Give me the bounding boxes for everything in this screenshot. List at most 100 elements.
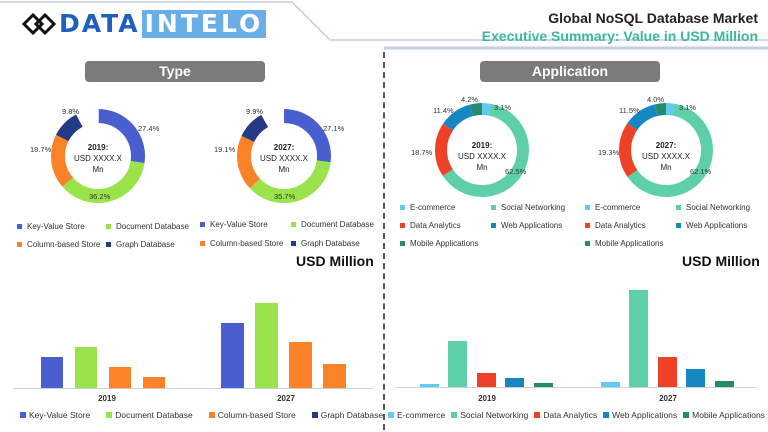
type-section-pill: Type: [85, 61, 265, 82]
legend-swatch: [585, 241, 590, 246]
app-2019-label-analytics: 18.7%: [411, 148, 433, 157]
center-year: 2027:: [655, 141, 677, 150]
legend-label: Column-based Store: [27, 240, 101, 249]
type-2019-label-doc: 36.2%: [89, 192, 111, 201]
center-value: USD XXXX.X: [73, 154, 122, 163]
legend-swatch: [106, 412, 113, 418]
app-2019-center: 2019: USD XXXX.X Mn: [452, 140, 512, 173]
legend-item: Column-based Store: [17, 240, 100, 249]
page-title: Global NoSQL Database Market: [548, 10, 758, 26]
legend-item: Document Database: [106, 410, 193, 420]
legend-item: Document Database: [291, 220, 374, 229]
legend-swatch: [291, 241, 296, 246]
bar-analytics-2027: [658, 357, 677, 387]
center-value: USD XXXX.X: [259, 154, 308, 163]
legend-item: Column-based Store: [208, 410, 296, 420]
legend-item: Mobile Applications: [585, 239, 663, 248]
header-decoration: [0, 1, 768, 50]
legend-swatch: [585, 223, 590, 228]
bar-doc-2019: [75, 347, 97, 388]
header: DATA INTELO Global NoSQL Database Market…: [0, 0, 768, 50]
legend-swatch: [20, 412, 26, 418]
type-2019-center: 2019: USD XXXX.X Mn: [68, 142, 128, 175]
type-donut-2019: [51, 109, 145, 203]
type-2019-label-graph: 9.8%: [62, 107, 80, 116]
type-x-axis: [13, 388, 373, 389]
bar-ecom-2027: [601, 382, 620, 387]
type-usd-million-label: USD Million: [296, 253, 374, 269]
legend-swatch: [291, 222, 296, 227]
type-x-label-2019: 2019: [98, 394, 116, 403]
legend-swatch: [451, 412, 458, 418]
legend-item: Web Applications: [491, 221, 562, 230]
legend-label: Graph Database: [301, 239, 360, 248]
bar-web-2019: [505, 378, 524, 387]
legend-label: Key-Value Store: [27, 222, 85, 231]
application-donut-2019: [435, 103, 529, 197]
app-2027-label-mobile: 4.0%: [647, 95, 665, 104]
legend-item: E-commerce: [400, 203, 455, 212]
application-bar-chart: [396, 280, 756, 387]
app-2019-label-mobile: 4.2%: [461, 95, 479, 104]
bar-col-2019: [109, 367, 131, 388]
legend-label: Column-based Store: [210, 239, 284, 248]
legend-swatch: [208, 412, 215, 418]
center-unit: Mn: [660, 163, 672, 172]
legend-label: Web Applications: [686, 221, 748, 230]
bar-ecom-2019: [420, 384, 439, 387]
center-unit: Mn: [476, 163, 488, 172]
legend-label: Document Database: [115, 410, 193, 420]
logo: DATA INTELO: [22, 10, 267, 38]
legend-swatch: [400, 241, 405, 246]
bar-social-2019: [448, 341, 467, 387]
application-donut-2027: [619, 103, 713, 197]
bar-web-2027: [686, 369, 705, 387]
application-x-label-2027: 2027: [659, 394, 677, 403]
legend-swatch: [311, 412, 318, 418]
application-section-pill: Application: [480, 61, 660, 82]
bar-col-2027: [289, 342, 312, 388]
logo-text-intelo: INTELO: [141, 10, 267, 38]
type-2027-label-doc: 35.7%: [274, 192, 296, 201]
bar-graph-2027: [323, 364, 346, 388]
legend-label: Mobile Applications: [692, 410, 765, 420]
legend-label: Key-Value Store: [29, 410, 91, 420]
application-x-label-2019: 2019: [478, 394, 496, 403]
legend-swatch: [603, 412, 610, 418]
legend-item: Document Database: [106, 222, 189, 231]
type-2027-label-col: 19.1%: [214, 145, 236, 154]
legend-item: Data Analytics: [585, 221, 646, 230]
bar-mobile-2019: [534, 383, 553, 387]
bar-social-2027: [629, 290, 648, 387]
legend-label: Social Networking: [501, 203, 566, 212]
legend-label: Document Database: [301, 220, 374, 229]
bar-kv-2019: [41, 357, 63, 388]
legend-swatch: [491, 205, 496, 210]
type-2027-center: 2027: USD XXXX.X Mn: [254, 142, 314, 175]
application-x-axis: [396, 387, 756, 388]
legend-label: E-commerce: [410, 203, 456, 212]
legend-label: Column-based Store: [217, 410, 296, 420]
legend-swatch: [200, 241, 205, 246]
type-2019-label-kv: 27.4%: [138, 124, 160, 133]
center-year: 2027:: [273, 143, 295, 152]
legend-swatch: [400, 205, 405, 210]
app-2027-label-social: 62.1%: [690, 167, 712, 176]
legend-swatch: [676, 205, 681, 210]
legend-swatch: [676, 223, 681, 228]
legend-label: Mobile Applications: [595, 239, 664, 248]
legend-swatch: [585, 205, 590, 210]
legend-swatch: [17, 242, 22, 247]
legend-label: Mobile Applications: [410, 239, 479, 248]
legend-item: Graph Database: [311, 410, 383, 420]
legend-item: Graph Database: [291, 239, 360, 248]
legend-label: Data Analytics: [410, 221, 461, 230]
app-2019-label-social: 62.5%: [505, 167, 527, 176]
center-year: 2019:: [87, 143, 109, 152]
legend-label: Key-Value Store: [210, 220, 268, 229]
legend-item: Column-based Store: [200, 239, 283, 248]
legend-label: Social Networking: [460, 410, 529, 420]
legend-label: Social Networking: [686, 203, 751, 212]
legend-swatch: [400, 223, 405, 228]
bar-doc-2027: [255, 303, 278, 388]
